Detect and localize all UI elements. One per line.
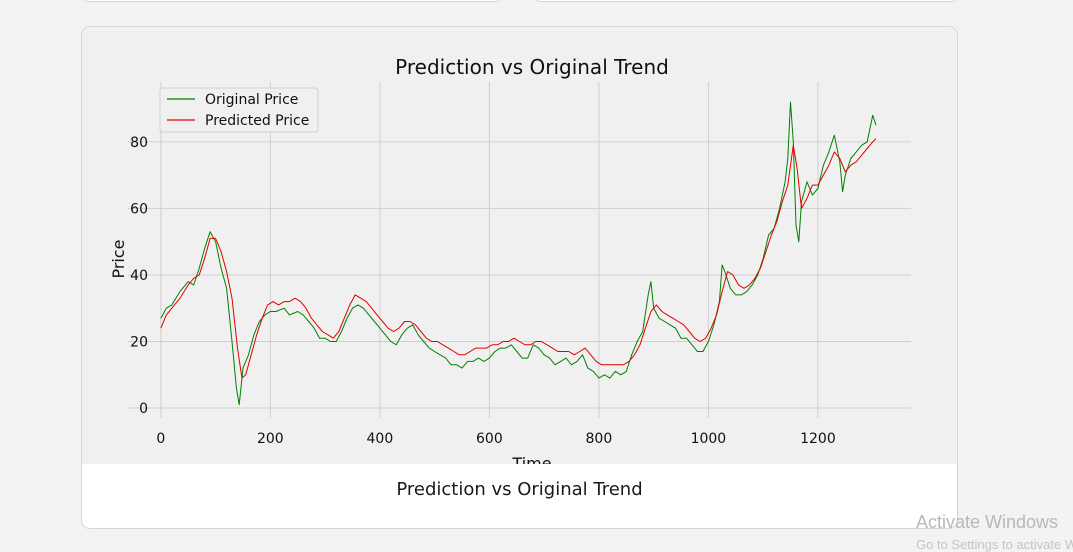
chart-title: Prediction vs Original Trend [395,55,669,79]
activate-windows-title: Activate Windows [916,512,1059,532]
legend-label: Original Price [205,92,298,108]
legend-label: Predicted Price [205,113,309,129]
chart-card: 0 200 400 600 800 1000 1200 0 20 40 60 80 Predictio… [81,26,958,529]
chart-image: 0 200 400 600 800 1000 1200 0 20 40 60 80 Predictio… [82,27,957,464]
x-tick-label: 800 [586,431,613,447]
series-line-predicted-price [160,138,877,379]
y-tick-label: 80 [130,135,148,151]
x-tick-label: 1200 [800,431,836,447]
top-card-right [534,0,958,2]
y-tick-label: 40 [130,268,148,284]
y-tick-label: 60 [130,201,148,217]
y-axis-label: Price [109,239,128,278]
y-tick-label: 0 [139,401,148,417]
x-tick-label: 400 [367,431,394,447]
legend-box [159,87,319,133]
series-line-original-price [160,101,877,406]
top-card-left [82,0,502,2]
activate-windows-subtitle: Go to Settings to activate Windows. [916,537,1073,552]
x-tick-label: 600 [476,431,503,447]
legend: Original Price Predicted Price [159,87,319,133]
x-tick-label: 1000 [691,431,727,447]
tick-layer: 0 200 400 600 800 1000 1200 0 20 40 60 80 [130,135,836,447]
series-layer [160,101,877,406]
x-tick-label: 0 [156,431,165,447]
chart-caption: Prediction vs Original Trend [396,479,643,500]
y-tick-label: 20 [130,334,148,350]
x-tick-label: 200 [257,431,284,447]
x-axis-label: Time [511,454,551,464]
chart-svg: 0 200 400 600 800 1000 1200 0 20 40 60 80 Predictio… [109,55,911,464]
